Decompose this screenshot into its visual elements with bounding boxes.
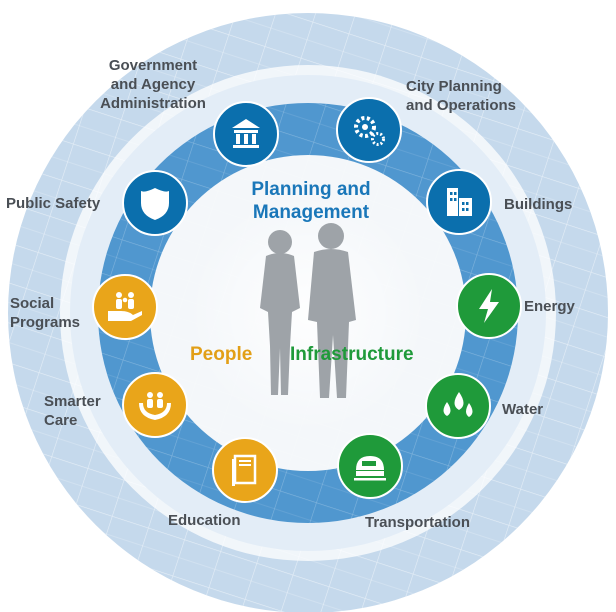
train-icon	[354, 456, 386, 481]
lightning-icon	[479, 289, 499, 323]
label-city-planning: City Planning and Operations	[406, 78, 517, 114]
segment-city-planning	[336, 97, 402, 163]
center-glow	[188, 193, 428, 433]
segment-circle-social-programs	[92, 274, 158, 340]
segment-government	[213, 101, 279, 167]
family-hand-icon	[108, 292, 142, 321]
bank-icon	[232, 119, 260, 148]
segment-public-safety	[122, 170, 188, 236]
label-public-safety: Public Safety	[6, 195, 101, 212]
segment-education	[212, 437, 278, 503]
segment-social-programs	[92, 274, 158, 340]
segment-circle-smarter-care	[122, 372, 188, 438]
book-icon	[232, 454, 257, 486]
segment-transportation	[337, 433, 403, 499]
water-drops-icon	[443, 392, 473, 417]
segment-smarter-care	[122, 372, 188, 438]
segment-circle-city-planning	[336, 97, 402, 163]
planning-management-label: Planning and Management	[251, 179, 371, 223]
label-buildings: Buildings	[504, 196, 573, 213]
building-icon	[447, 188, 472, 216]
label-government: Government and Agency Administration	[100, 57, 206, 112]
people-silhouette-icon	[260, 223, 356, 398]
caring-hands-icon	[139, 392, 171, 420]
label-transportation: Transportation	[365, 514, 471, 531]
label-social-programs: Social Programs	[10, 295, 81, 331]
infrastructure-label: Infrastructure	[290, 344, 414, 365]
label-energy: Energy	[524, 298, 575, 315]
segment-circle-education	[212, 437, 278, 503]
segment-buildings	[426, 169, 492, 235]
segment-water	[425, 373, 491, 439]
people-label: People	[190, 344, 253, 365]
shield-icon	[141, 188, 169, 220]
segment-energy	[456, 273, 522, 339]
gears-icon	[354, 116, 385, 146]
label-smarter-care: Smarter Care	[44, 393, 101, 429]
label-water: Water	[502, 401, 544, 418]
label-education: Education	[168, 512, 241, 529]
